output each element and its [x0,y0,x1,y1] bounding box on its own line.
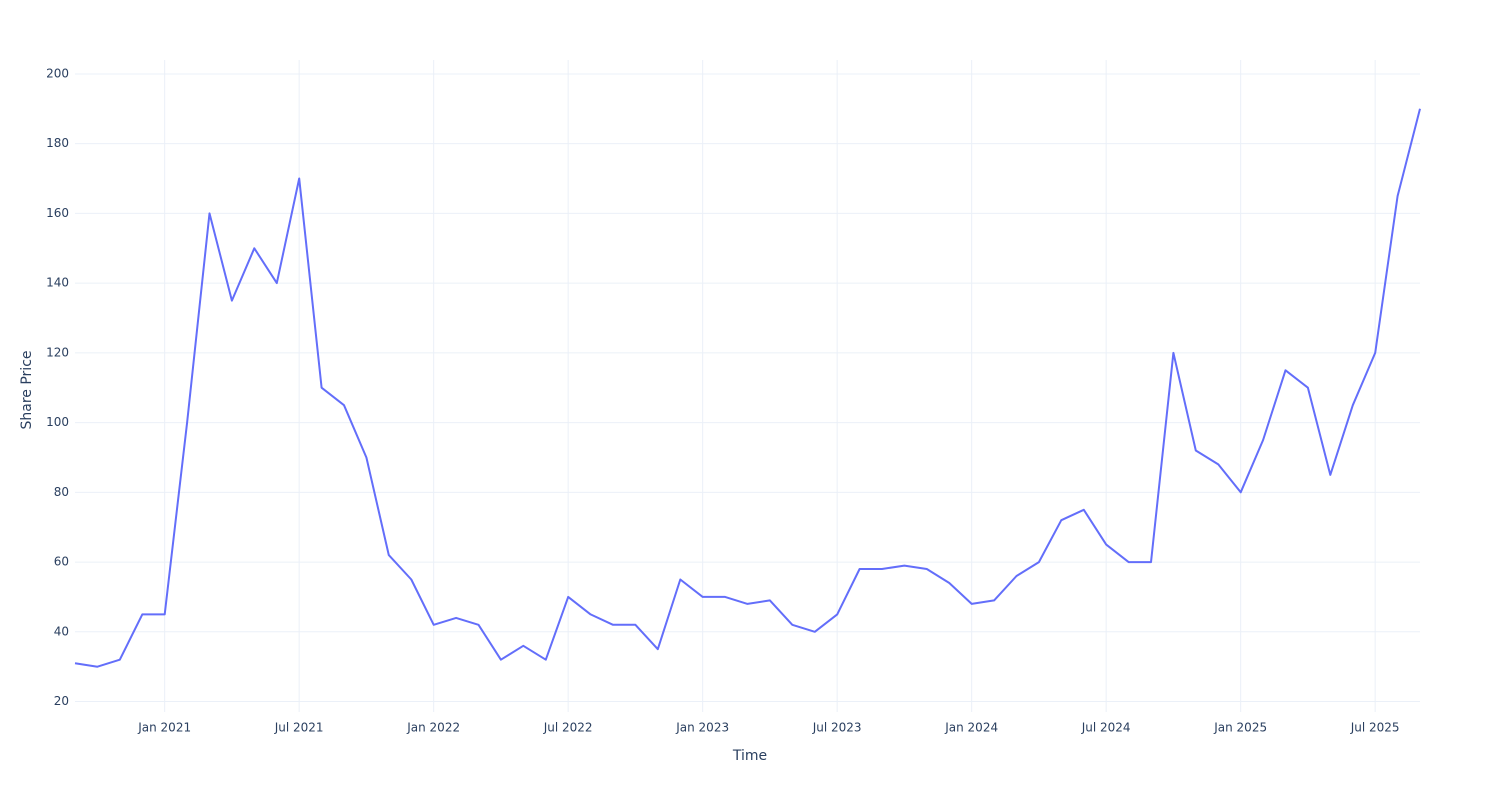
y-tick-label: 100 [46,415,69,429]
y-tick-label: 40 [54,624,69,638]
y-tick-label: 60 [54,555,69,569]
x-tick-label: Jan 2023 [675,721,729,735]
y-tick-label: 160 [46,206,69,220]
x-tick-label: Jul 2023 [812,721,862,735]
x-tick-label: Jul 2021 [274,721,324,735]
x-tick-label: Jan 2024 [944,721,998,735]
x-tick-label: Jan 2021 [137,721,191,735]
y-tick-label: 20 [54,694,69,708]
x-tick-label: Jan 2025 [1213,721,1267,735]
x-tick-label: Jul 2024 [1081,721,1131,735]
x-tick-label: Jul 2022 [543,721,593,735]
y-tick-label: 80 [54,485,69,499]
y-tick-label: 140 [46,276,69,290]
price-line [74,108,1421,668]
y-tick-label: 200 [46,66,69,80]
x-tick-label: Jul 2025 [1350,721,1400,735]
x-tick-label: Jan 2022 [406,721,460,735]
y-tick-label: 180 [46,136,69,150]
y-tick-label: 120 [46,345,69,359]
x-axis-title: Time [732,748,767,764]
y-axis-title: Share Price [19,350,35,429]
